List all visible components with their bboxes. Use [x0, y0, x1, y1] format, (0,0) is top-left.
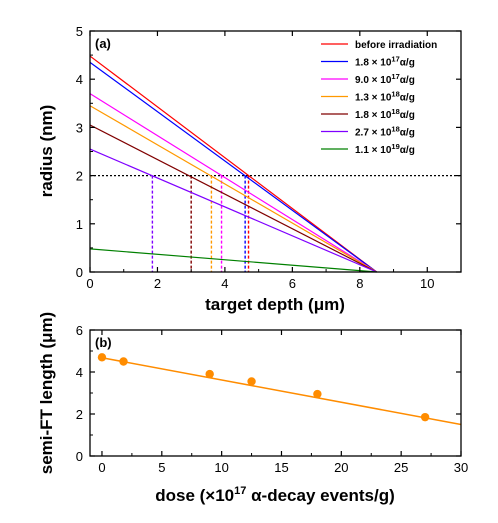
- panel-a-ticks: 0 2 4 6 8 10 0 1 2 3 4 5: [76, 24, 462, 291]
- legend-label-exp: 18: [391, 125, 399, 134]
- legend-label-prefix: 2.7 × 10: [355, 128, 392, 139]
- data-point: [97, 353, 107, 362]
- legend-label-exp: 18: [391, 90, 399, 99]
- series-line-3: [89, 105, 377, 273]
- data-point: [119, 357, 128, 366]
- panel-b: 0 5 10 15 20 25 30 0 2 4 6 (b) dose (×1017 α-decay…: [37, 312, 468, 505]
- legend-label-exp: 17: [391, 72, 399, 81]
- panel-a-xlabel: target depth (μm): [205, 295, 345, 314]
- a-xtick-label: 6: [289, 276, 296, 291]
- panel-a-label: (a): [95, 36, 111, 51]
- legend-label-suffix: α/g: [400, 145, 415, 156]
- legend-label-suffix: α/g: [400, 93, 415, 104]
- panel-a-plot-area: [89, 55, 461, 273]
- legend-label-5: 2.7 × 1018α/g: [355, 125, 415, 139]
- legend-label-2: 9.0 × 1017α/g: [355, 72, 415, 86]
- b-xtick-label: 30: [454, 460, 468, 475]
- series-line-1: [89, 61, 378, 273]
- a-ytick-label: 2: [76, 169, 83, 184]
- legend-label-prefix: 1.8 × 10: [355, 58, 392, 69]
- b-xtick-label: 5: [158, 460, 165, 475]
- a-xtick-label: 8: [356, 276, 363, 291]
- b-xtick-label: 15: [274, 460, 288, 475]
- a-xtick-label: 0: [86, 276, 93, 291]
- legend-label-1: 1.8 × 1017α/g: [355, 55, 415, 69]
- series-line-4: [89, 124, 377, 273]
- series-line-6: [89, 248, 377, 273]
- data-point: [420, 412, 430, 422]
- panel-b-plot-area: [97, 353, 462, 426]
- data-point: [205, 369, 214, 379]
- legend-label-exp: 19: [391, 142, 399, 151]
- legend-label-suffix: α/g: [400, 75, 415, 86]
- legend-label-prefix: 1.8 × 10: [355, 110, 392, 121]
- legend-label-3: 1.3 × 1018α/g: [355, 90, 415, 104]
- panel-a-ylabel: radius (nm): [37, 105, 56, 198]
- legend-label-0: before irradiation: [355, 40, 437, 51]
- a-ytick-label: 1: [76, 217, 83, 232]
- a-ytick-label: 0: [76, 265, 83, 280]
- data-point: [247, 377, 256, 386]
- legend-label-exp: 17: [391, 55, 399, 64]
- panel-b-ylabel: semi-FT length (μm): [37, 312, 56, 474]
- legend-label-6: 1.1 × 1019α/g: [355, 142, 415, 156]
- data-point: [313, 389, 322, 399]
- panel-b-label: (b): [95, 335, 112, 350]
- legend-label-prefix: 1.3 × 10: [355, 93, 392, 104]
- b-ytick-label: 0: [76, 449, 83, 464]
- b-xtick-label: 20: [334, 460, 348, 475]
- a-xtick-label: 4: [221, 276, 228, 291]
- panel-b-xlabel-suffix: α-decay events/g): [246, 486, 394, 505]
- b-ytick-label: 6: [76, 323, 83, 338]
- b-xtick-label: 25: [394, 460, 408, 475]
- a-xtick-label: 10: [420, 276, 434, 291]
- series-line-2: [89, 93, 377, 273]
- panel-b-xlabel-exp: 17: [234, 485, 246, 497]
- panel-a: 0 2 4 6 8 10 0 1 2 3 4 5 (a) target depth (μm) radi…: [37, 24, 462, 314]
- a-ytick-label: 4: [76, 72, 83, 87]
- panel-b-xlabel: dose (×1017 α-decay events/g): [155, 485, 395, 505]
- legend-label-suffix: α/g: [400, 128, 415, 139]
- panel-b-ticks: 0 5 10 15 20 25 30 0 2 4 6: [76, 323, 468, 475]
- legend-label-suffix: α/g: [400, 110, 415, 121]
- legend-label-prefix: 9.0 × 10: [355, 75, 392, 86]
- legend-label-prefix: 1.1 × 10: [355, 145, 392, 156]
- legend-label-suffix: α/g: [400, 58, 415, 69]
- b-ytick-label: 4: [76, 365, 83, 380]
- fit-line: [101, 356, 462, 426]
- series-line-5: [89, 148, 377, 273]
- series-line-0: [89, 55, 378, 273]
- b-xtick-label: 0: [98, 460, 105, 475]
- a-ytick-label: 3: [76, 120, 83, 135]
- a-xtick-label: 2: [154, 276, 161, 291]
- panel-b-xlabel-prefix: dose (×10: [155, 486, 234, 505]
- b-xtick-label: 10: [214, 460, 228, 475]
- panel-b-frame: [89, 329, 462, 457]
- a-ytick-label: 5: [76, 24, 83, 39]
- legend-label-4: 1.8 × 1018α/g: [355, 107, 415, 121]
- b-ytick-label: 2: [76, 407, 83, 422]
- legend-label-exp: 18: [391, 107, 399, 116]
